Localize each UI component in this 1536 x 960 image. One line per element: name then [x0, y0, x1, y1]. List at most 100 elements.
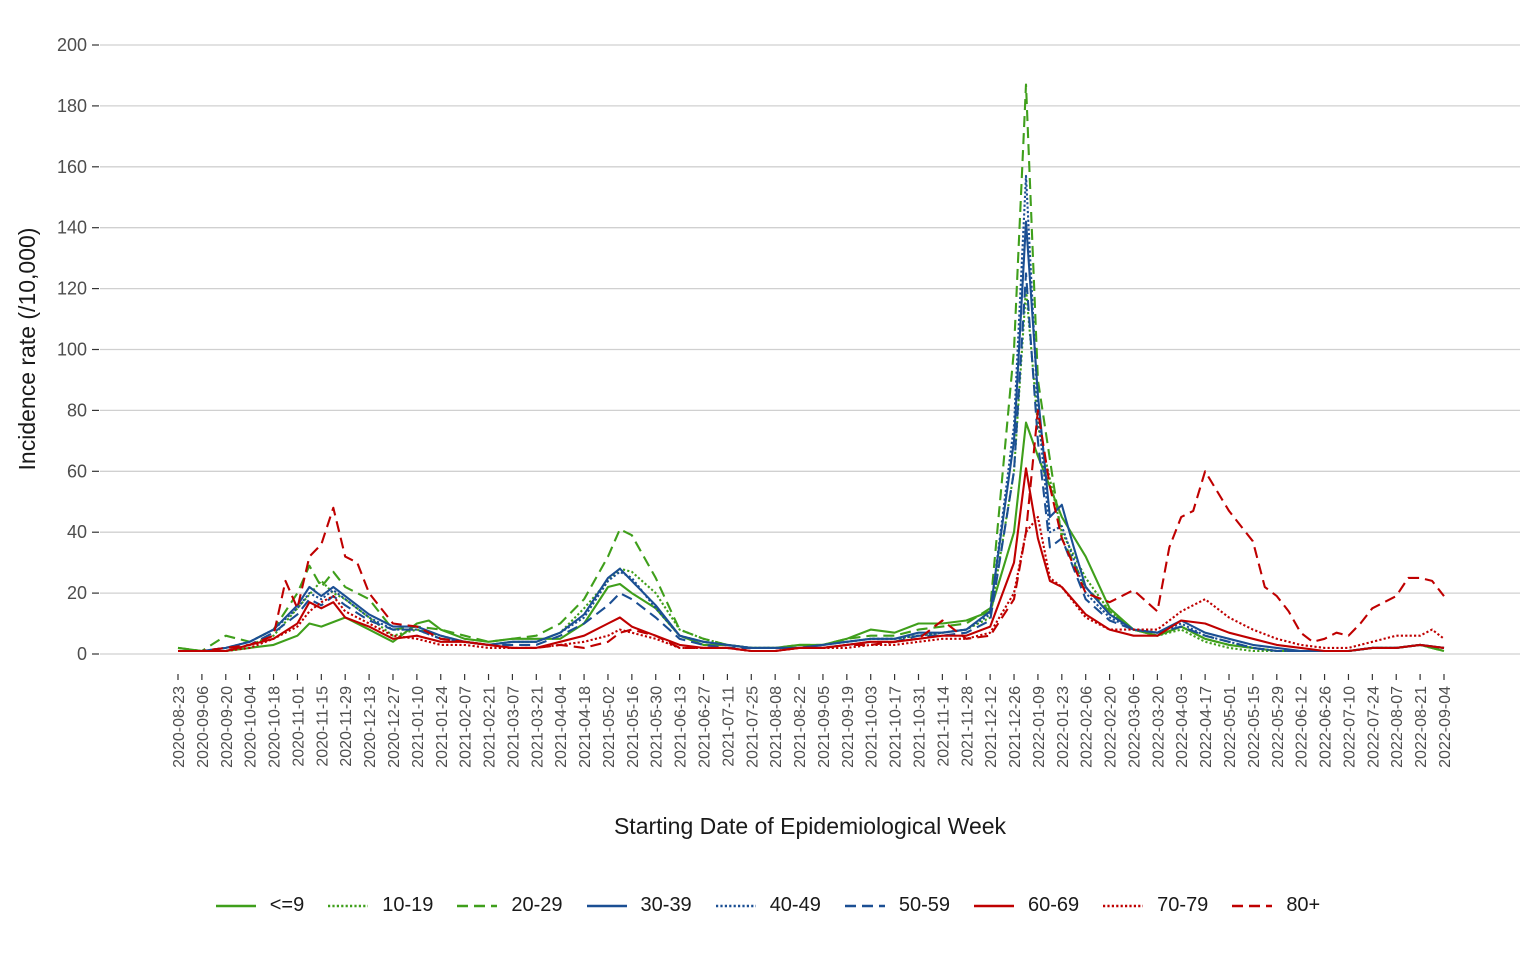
series-line-3039	[178, 220, 1445, 653]
y-tick-label: 120	[57, 279, 87, 299]
series-line-80plus	[178, 409, 1445, 653]
legend-key	[457, 904, 498, 907]
x-axis: 2020-08-23 2020-09-06 2020-09-20 2020-10-04…	[171, 674, 1454, 768]
series-line-1019	[178, 287, 1445, 653]
y-tick-label: 160	[57, 157, 87, 177]
x-tick-label: 2022-04-17	[1198, 686, 1215, 768]
x-tick-label: 2021-04-18	[577, 686, 594, 768]
x-tick-label: 2021-02-21	[482, 686, 499, 768]
y-tick-label: 40	[67, 522, 87, 542]
x-tick-label: 2022-08-21	[1413, 686, 1430, 768]
y-tick-label: 140	[57, 218, 87, 238]
series-line-7079	[178, 515, 1445, 653]
legend-key	[844, 904, 885, 907]
legend-label: 30-39	[640, 894, 692, 916]
legend-key	[328, 904, 369, 907]
legend-label: 50-59	[898, 894, 950, 916]
x-tick-label: 2021-06-27	[697, 686, 714, 768]
x-tick-label: 2020-10-18	[267, 686, 284, 768]
x-tick-label: 2021-10-03	[864, 686, 881, 768]
x-tick-label: 2022-08-07	[1389, 686, 1406, 768]
y-axis: 0 20 40 60 80 100 120 140 160 180 200	[57, 35, 99, 664]
x-tick-label: 2022-03-06	[1126, 686, 1143, 768]
legend-item: 50-59	[844, 894, 950, 917]
series-line-4049	[178, 174, 1445, 653]
x-tick-label: 2022-01-09	[1031, 686, 1048, 768]
x-tick-label: 2022-04-03	[1174, 686, 1191, 768]
x-tick-label: 2020-11-01	[290, 686, 307, 767]
legend-label: 40-49	[769, 894, 821, 916]
y-tick-label: 0	[77, 644, 87, 664]
x-tick-label: 2021-12-12	[983, 686, 1000, 768]
x-tick-label: 2021-07-25	[744, 686, 761, 768]
legend-key	[1232, 904, 1273, 907]
series-line-5059	[178, 272, 1445, 653]
x-tick-label: 2021-10-17	[888, 686, 905, 768]
y-axis-title: Incidence rate (/10,000)	[14, 228, 40, 471]
x-tick-label: 2021-12-26	[1007, 686, 1024, 768]
x-tick-label: 2021-01-24	[434, 686, 451, 768]
series-lines	[177, 83, 1445, 653]
y-tick-label: 200	[57, 35, 87, 55]
legend-label: 60-69	[1028, 894, 1080, 916]
x-tick-label: 2021-11-14	[935, 686, 952, 767]
x-tick-label: 2022-06-12	[1294, 686, 1311, 768]
x-tick-label: 2022-05-29	[1270, 686, 1287, 768]
x-tick-label: 2021-05-16	[625, 686, 642, 768]
legend-label: <=9	[269, 894, 305, 916]
x-tick-label: 2020-12-13	[362, 686, 379, 768]
y-tick-label: 80	[67, 400, 87, 420]
x-tick-label: 2022-05-01	[1222, 686, 1239, 768]
x-axis-title: Starting Date of Epidemiological Week	[614, 813, 1007, 839]
x-tick-label: 2021-03-07	[505, 686, 522, 768]
x-tick-label: 2021-08-08	[768, 686, 785, 768]
x-tick-label: 2021-03-21	[529, 686, 546, 768]
x-tick-label: 2020-09-20	[219, 686, 236, 768]
legend-item: 30-39	[586, 894, 692, 917]
x-tick-label: 2022-02-20	[1103, 686, 1120, 768]
x-tick-label: 2022-05-15	[1246, 686, 1263, 768]
legend-label: 20-29	[511, 894, 563, 916]
x-tick-label: 2022-07-24	[1365, 686, 1382, 768]
x-tick-label: 2022-02-06	[1079, 686, 1096, 768]
x-tick-label: 2021-06-13	[673, 686, 690, 768]
x-tick-label: 2021-11-28	[959, 686, 976, 767]
x-tick-label: 2022-01-23	[1055, 686, 1072, 768]
x-tick-label: 2021-08-22	[792, 686, 809, 768]
x-tick-label: 2022-07-10	[1341, 686, 1358, 768]
legend-item: 60-69	[974, 894, 1079, 917]
x-tick-label: 2020-08-23	[171, 686, 188, 768]
x-tick-label: 2021-10-31	[911, 686, 928, 768]
series-line-2029	[177, 83, 1445, 653]
legend-key	[1103, 904, 1144, 907]
y-tick-label: 100	[57, 340, 87, 360]
y-tick-label: 20	[67, 583, 87, 603]
x-tick-label: 2021-07-11	[720, 686, 737, 767]
x-tick-label: 2021-09-19	[840, 686, 857, 768]
x-tick-label: 2020-11-15	[314, 686, 331, 767]
x-tick-label: 2021-02-07	[458, 686, 475, 768]
x-tick-label: 2021-04-04	[553, 686, 570, 768]
x-tick-label: 2020-09-06	[195, 686, 212, 768]
series-line-6069	[178, 467, 1445, 653]
legend-label: 80+	[1286, 894, 1321, 916]
y-tick-label: 180	[57, 96, 87, 116]
x-tick-label: 2020-10-04	[243, 686, 260, 768]
legend-item: 20-29	[457, 894, 563, 917]
legend-key	[586, 904, 627, 907]
legend-item: 40-49	[715, 894, 821, 917]
legend: <=9 10-19 20-29 30-39 40-49 50-59 60-69 70-79 80…	[0, 894, 1536, 917]
x-tick-label: 2020-12-27	[386, 686, 403, 768]
x-tick-label: 2021-09-05	[816, 686, 833, 768]
x-tick-label: 2021-05-02	[601, 686, 618, 768]
gridlines	[100, 44, 1520, 655]
legend-item: 10-19	[328, 894, 433, 917]
x-tick-label: 2020-11-29	[338, 686, 355, 767]
legend-key	[215, 904, 256, 907]
x-tick-label: 2021-01-10	[410, 686, 427, 768]
y-tick-label: 60	[67, 461, 87, 481]
legend-item: 70-79	[1103, 894, 1208, 917]
legend-label: 70-79	[1157, 894, 1209, 916]
x-tick-label: 2022-09-04	[1437, 686, 1454, 768]
